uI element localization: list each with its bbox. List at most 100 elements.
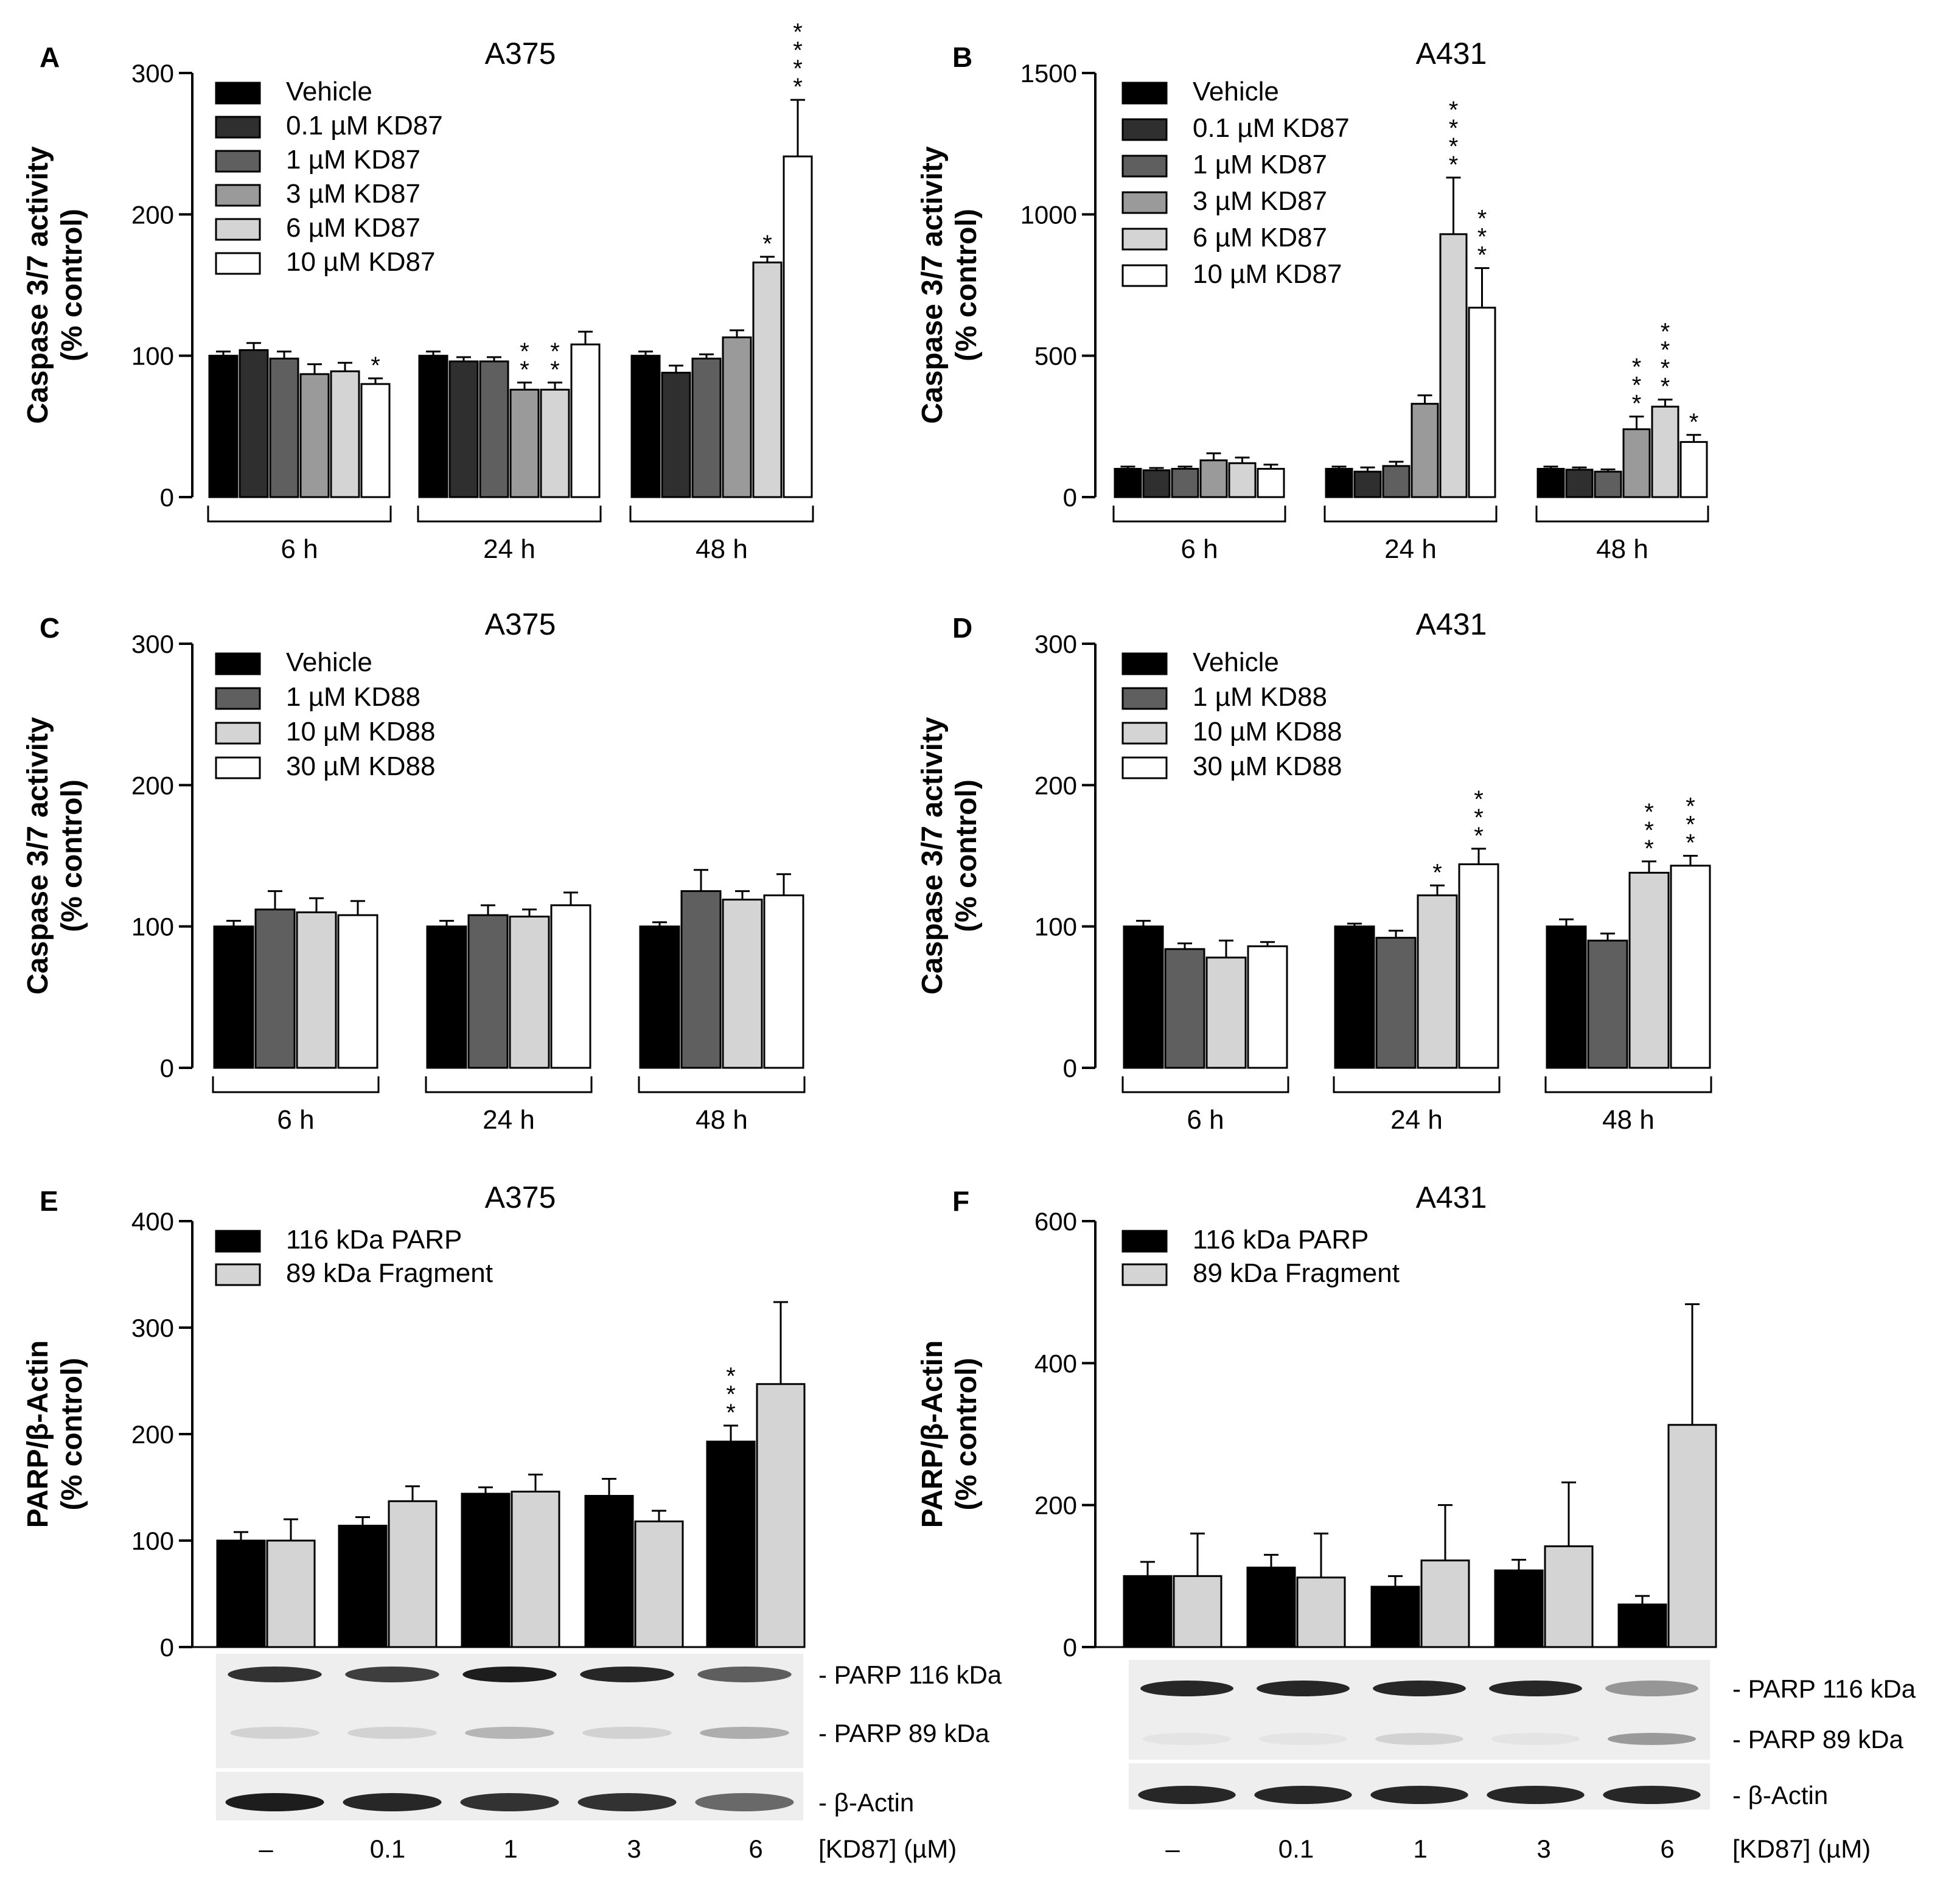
legend-label: 116 kDa PARP (286, 1225, 462, 1255)
bar (509, 388, 540, 498)
legend-swatch (215, 252, 261, 275)
group-bracket (417, 506, 602, 523)
bar (461, 1493, 511, 1648)
blot-band-parp-116 (1489, 1681, 1582, 1696)
blot-band-actin (1370, 1786, 1468, 1804)
y-tick-label: 100 (1034, 913, 1077, 941)
panel-letter: F (952, 1185, 969, 1217)
blot-band-parp-89 (465, 1727, 554, 1739)
legend-swatch (1121, 687, 1168, 710)
y-tick-label: 0 (160, 1633, 174, 1662)
legend-label: 1 µM KD87 (286, 145, 420, 175)
bar (418, 355, 448, 498)
y-axis-label: PARP/β-Actin (22, 1340, 54, 1528)
bar (296, 911, 337, 1069)
bar (1296, 1576, 1346, 1648)
legend-label: Vehicle (1193, 647, 1279, 677)
y-tick-label: 1000 (1020, 200, 1077, 229)
x-axis-label: [KD87] (µM) (1732, 1834, 1871, 1863)
blot-band-parp-116 (1605, 1681, 1698, 1696)
group-label: 48 h (1596, 534, 1648, 564)
bar (1411, 403, 1439, 498)
blot-band-parp-116 (1257, 1681, 1350, 1696)
bar (239, 349, 269, 498)
significance-star: * (1686, 793, 1695, 820)
bar (299, 373, 330, 498)
panel-a: A A375 Caspase 3/7 activity (% control) 0 100… (22, 19, 814, 564)
legend-swatch (1121, 1263, 1168, 1286)
significance-star: * (1477, 206, 1487, 232)
legend-swatch (1121, 652, 1168, 675)
y-tick-label: 400 (131, 1207, 174, 1236)
y-axis-label: (% control) (950, 779, 983, 932)
y-tick-label: 100 (131, 913, 174, 941)
group-bracket (1324, 506, 1498, 523)
lane-label: 6 (748, 1834, 762, 1863)
bar (1123, 1575, 1173, 1648)
group-bracket (1544, 1076, 1712, 1093)
y-axis-label: Caspase 3/7 activity (916, 717, 949, 995)
legend-swatch (215, 722, 261, 745)
significance-star: * (1449, 115, 1459, 142)
bar (509, 915, 550, 1069)
bar (1587, 939, 1628, 1069)
group-bracket (425, 1076, 593, 1093)
legend-swatch (1121, 155, 1168, 178)
significance-star: * (1449, 152, 1459, 178)
significance-star: * (1686, 812, 1695, 838)
panel-letter: D (952, 612, 972, 644)
legend-swatch (215, 1230, 261, 1253)
group-label: 24 h (483, 1105, 535, 1135)
legend-label: 10 µM KD88 (1193, 717, 1342, 747)
bar (330, 370, 360, 498)
group-bracket (207, 506, 392, 523)
panel-letter: A (40, 41, 60, 73)
legend-label: 1 µM KD87 (1193, 150, 1327, 179)
bar (691, 357, 722, 498)
bar (1205, 956, 1247, 1069)
bar (1123, 925, 1164, 1069)
legend-label: 0.1 µM KD87 (286, 111, 443, 141)
y-tick-label: 0 (160, 483, 174, 512)
lane-label: – (1165, 1834, 1180, 1863)
blot-band-parp-116 (697, 1667, 792, 1682)
blot-band-actin (460, 1793, 559, 1811)
bar (1622, 428, 1651, 498)
significance-star: * (1644, 799, 1654, 826)
bar (680, 890, 722, 1069)
bar (661, 372, 691, 498)
legend-label: 89 kDa Fragment (286, 1258, 493, 1288)
panel-letter: E (40, 1185, 58, 1217)
legend-label: 10 µM KD87 (286, 247, 435, 277)
legend-label: 89 kDa Fragment (1193, 1258, 1400, 1288)
bar (706, 1440, 756, 1648)
y-tick-label: 0 (1063, 483, 1077, 512)
y-axis-label: (% control) (950, 209, 983, 361)
significance-star: * (726, 1363, 736, 1390)
bar (1353, 470, 1382, 498)
lane-label: 3 (627, 1834, 641, 1863)
lane-label: – (259, 1834, 273, 1863)
blot-band-parp-116 (228, 1667, 322, 1682)
significance-star: * (1689, 409, 1699, 436)
blot-band-parp-89 (1142, 1733, 1232, 1745)
bar (630, 355, 661, 498)
y-tick-label: 200 (131, 1420, 174, 1449)
y-tick-label: 200 (131, 771, 174, 799)
bar (1536, 468, 1565, 498)
blot-band-actin (1138, 1786, 1236, 1804)
significance-star: * (520, 357, 529, 383)
group-bracket (638, 1076, 806, 1093)
y-axis-label: Caspase 3/7 activity (22, 717, 54, 995)
bar (1420, 1559, 1470, 1648)
significance-star: * (1474, 786, 1484, 813)
bar (639, 925, 680, 1069)
bar (213, 925, 254, 1069)
blot-band-actin (695, 1793, 794, 1811)
blot-band-parp-116 (462, 1667, 557, 1682)
blot-band-parp-116 (1140, 1681, 1233, 1696)
bar (479, 360, 509, 498)
panel-d: D A431 Caspase 3/7 activity (% control) 0 100… (916, 607, 1712, 1135)
legend-swatch (215, 218, 261, 241)
y-tick-label: 100 (131, 1527, 174, 1555)
